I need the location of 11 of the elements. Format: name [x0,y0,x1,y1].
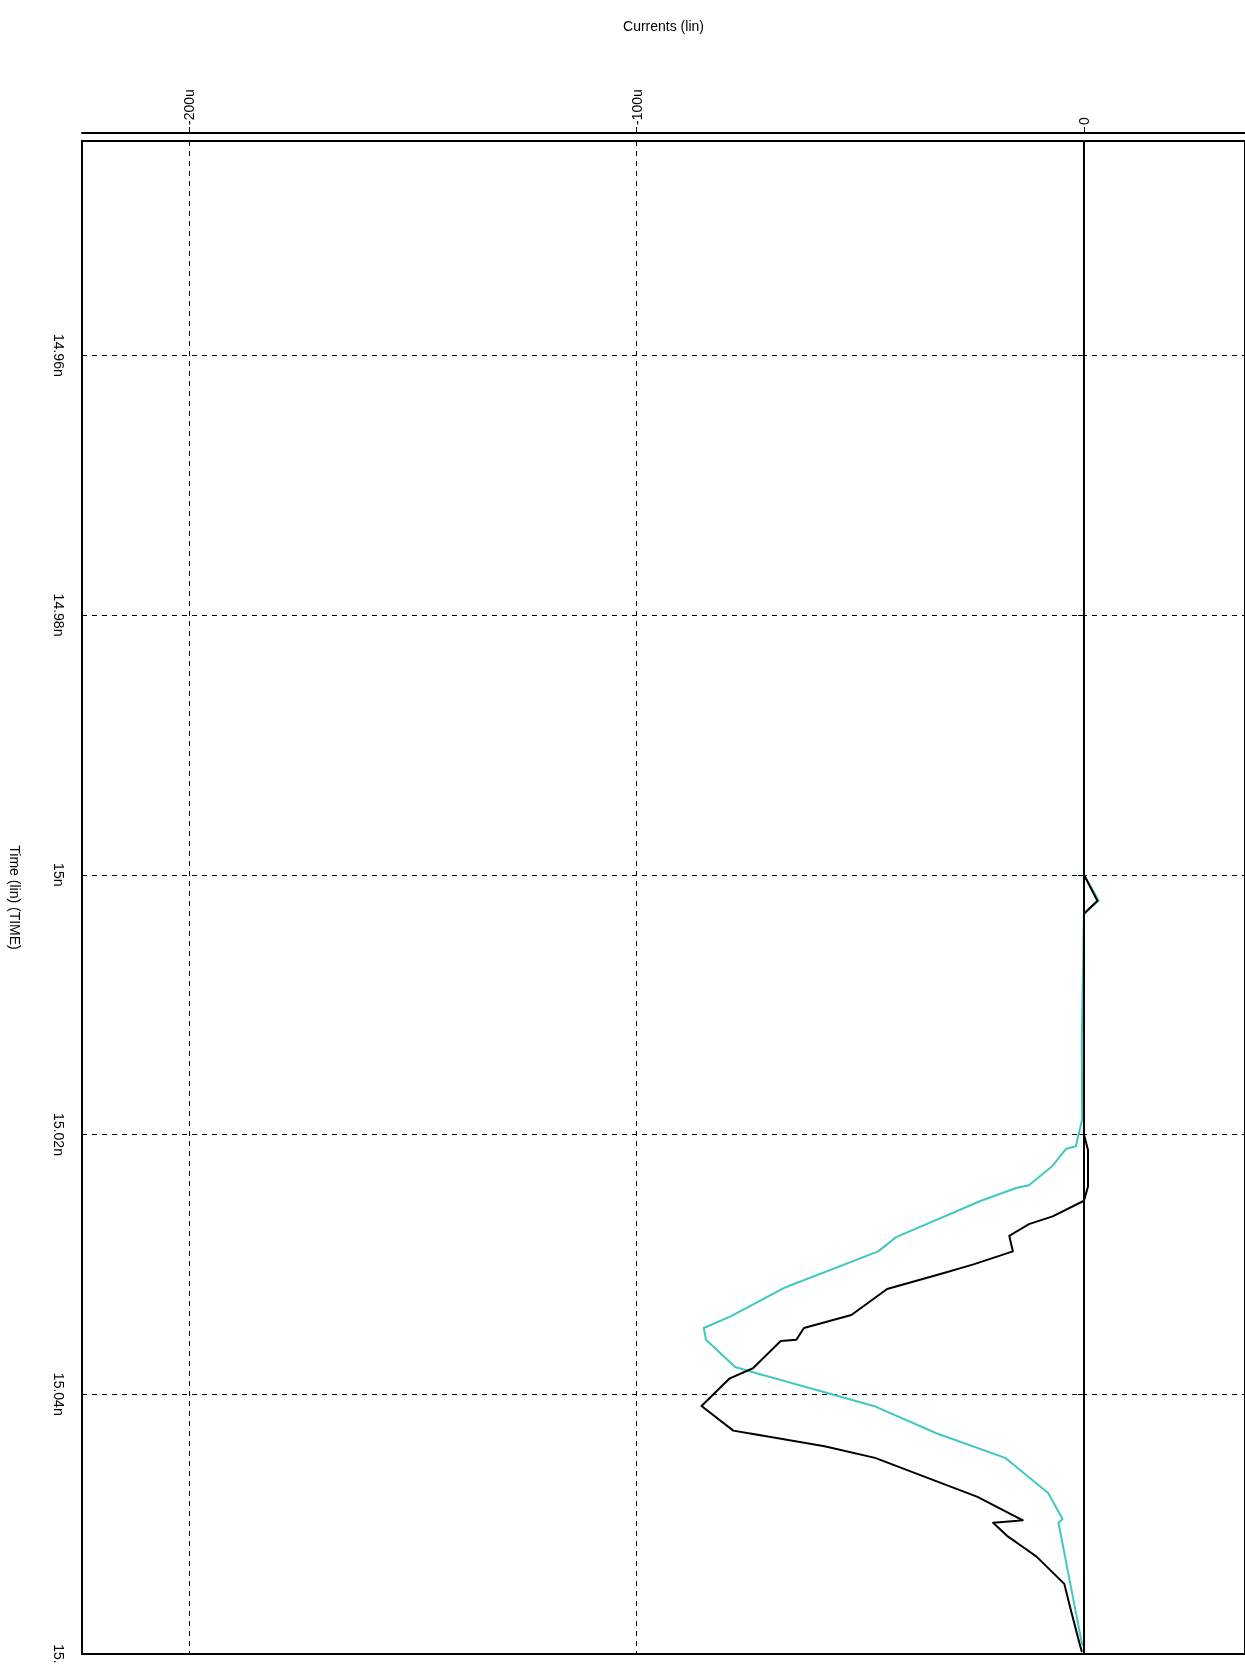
x-axis-title: Currents (lin) [623,18,704,34]
y-axis-title: Time (lin) (TIME) [7,845,23,950]
x-tick-label: -200u [181,89,198,125]
x-tick-label: -100u [628,89,645,125]
y-tick-label: 14.98n [51,593,67,637]
y-tick-label: 14.96n [51,333,67,377]
y-tick-label: 15.04n [51,1372,67,1416]
y-tick-label: 15.02n [51,1113,67,1156]
y-tick-label: 15. [51,1644,67,1664]
x-tick-label: 0 [1075,117,1092,125]
y-tick-label: 15n [51,863,67,887]
